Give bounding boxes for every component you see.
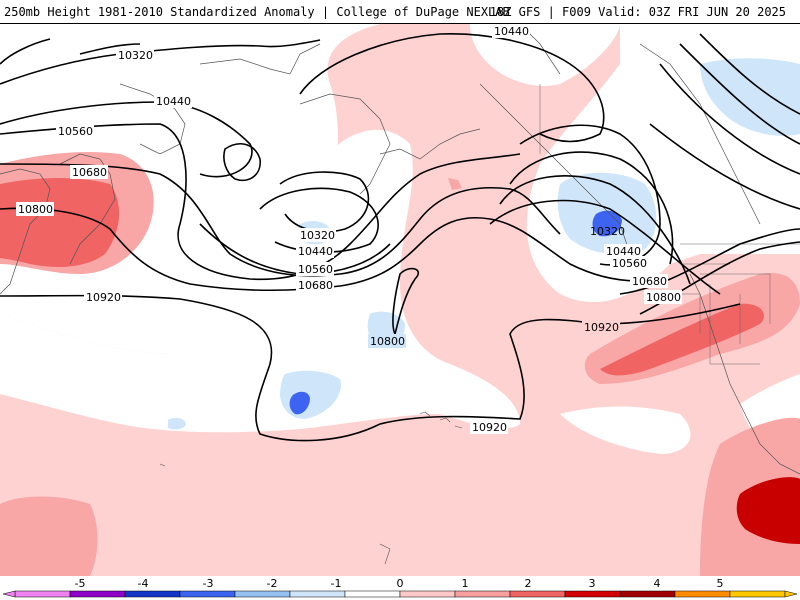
colorbar: -5 -4 -3 -2 -1 0 1 2 3 4 5 <box>0 576 800 600</box>
colorbar-segment <box>454 590 511 598</box>
coastlines <box>0 24 800 475</box>
map-header: 250mb Height 1981-2010 Standardized Anom… <box>0 0 800 24</box>
contour-label: 10560 <box>298 263 333 276</box>
state-borders <box>539 84 800 365</box>
colorbar-tick-label: 0 <box>397 577 404 590</box>
colorbar-tick-label: -3 <box>203 577 214 590</box>
contour-label: 10800 <box>646 291 681 304</box>
height-contours <box>0 32 800 442</box>
colorbar-tick-label: 1 <box>462 577 469 590</box>
colorbar-tick-label: 4 <box>654 577 661 590</box>
negative-anomaly-strong <box>289 210 622 415</box>
colorbar-max-arrow <box>784 590 798 598</box>
contour-label: 10440 <box>494 25 529 38</box>
contour-label: 10320 <box>590 225 625 238</box>
contour-label: 10440 <box>298 245 333 258</box>
contour-label: 10920 <box>472 421 507 434</box>
colorbar-segment <box>399 590 456 598</box>
colorbar-bar <box>2 590 798 598</box>
colorbar-segment <box>234 590 291 598</box>
colorbar-tick-label: 3 <box>589 577 596 590</box>
contour-label: 10920 <box>86 291 121 304</box>
contour-label: 10320 <box>118 49 153 62</box>
model-run-info: 18Z GFS | F009 Valid: 03Z FRI JUN 20 202… <box>489 5 786 19</box>
colorbar-segment <box>124 590 181 598</box>
contour-label: 10800 <box>370 335 405 348</box>
colorbar-min-arrow <box>2 590 16 598</box>
contour-labels: 10440 10320 10440 10560 10680 10800 1092… <box>16 24 682 434</box>
colorbar-segment <box>509 590 566 598</box>
colorbar-tick-label: -5 <box>75 577 86 590</box>
colorbar-segment <box>179 590 236 598</box>
positive-anomaly-dark <box>736 477 800 544</box>
colorbar-segment <box>14 590 71 598</box>
colorbar-segment <box>69 590 126 598</box>
contour-label: 10560 <box>612 257 647 270</box>
map-title: 250mb Height 1981-2010 Standardized Anom… <box>4 5 510 19</box>
colorbar-tick-label: -1 <box>331 577 342 590</box>
contour-label: 10680 <box>632 275 667 288</box>
positive-anomaly-strong <box>0 178 764 376</box>
colorbar-tick-labels: -5 -4 -3 -2 -1 0 1 2 3 4 5 <box>75 577 724 590</box>
anomaly-map: 10440 10320 10440 10560 10680 10800 1092… <box>0 24 800 577</box>
colorbar-tick-label: 2 <box>525 577 532 590</box>
colorbar-tick-label: -2 <box>267 577 278 590</box>
islands <box>159 411 463 565</box>
colorbar-svg: -5 -4 -3 -2 -1 0 1 2 3 4 5 <box>2 577 798 598</box>
contour-label: 10560 <box>58 125 93 138</box>
contour-label: 10440 <box>606 245 641 258</box>
colorbar-segment <box>289 590 346 598</box>
contour-label: 10680 <box>72 166 107 179</box>
contour-label: 10320 <box>300 229 335 242</box>
colorbar-tick-label: 5 <box>717 577 724 590</box>
contour-label: 10440 <box>156 95 191 108</box>
colorbar-segment <box>674 590 731 598</box>
colorbar-segment <box>344 590 401 598</box>
colorbar-tick-label: -4 <box>138 577 149 590</box>
contour-label: 10800 <box>18 203 53 216</box>
contour-label: 10680 <box>298 279 333 292</box>
positive-anomaly-band <box>0 433 800 576</box>
colorbar-segment <box>564 590 621 598</box>
colorbar-segment <box>729 590 786 598</box>
colorbar-segment <box>619 590 676 598</box>
contour-label: 10920 <box>584 321 619 334</box>
